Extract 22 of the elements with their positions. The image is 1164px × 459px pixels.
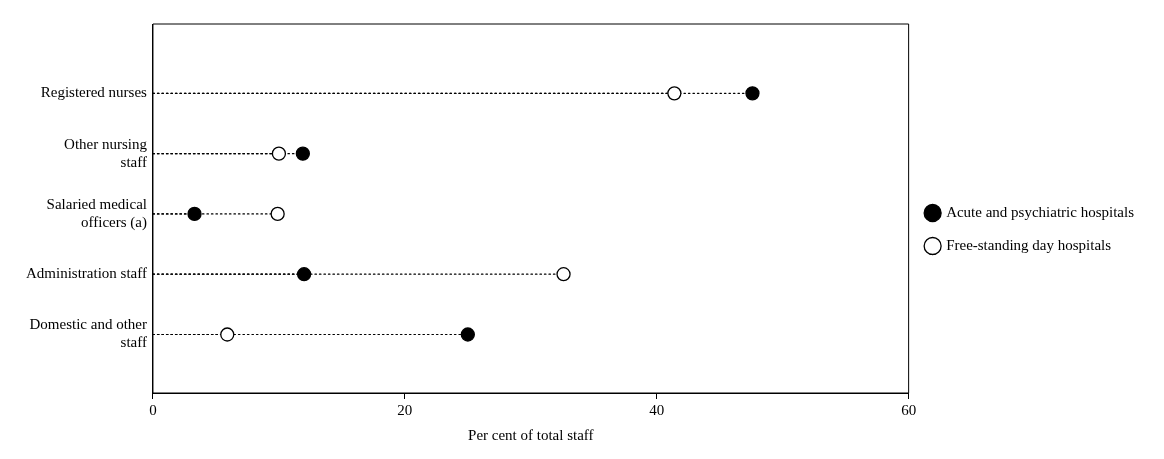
y-tick-label: Registered nurses <box>40 84 148 101</box>
point <box>745 86 760 101</box>
legend-label: Acute and psychiatric hospitals <box>946 203 1135 220</box>
x-tick-label: 40 <box>649 401 665 418</box>
point <box>220 327 235 342</box>
point <box>295 146 310 161</box>
x-tick-label: 20 <box>397 401 413 418</box>
x-tick-label: 0 <box>149 401 157 418</box>
y-tick-label: Administration staff <box>25 265 147 282</box>
x-tick-label: 60 <box>901 401 917 418</box>
point <box>460 327 475 342</box>
y-tick-label: Other nursing staff <box>64 135 148 170</box>
y-tick-label: Domestic and other staff <box>29 316 147 351</box>
x-axis-title: Per cent of total staff <box>468 426 594 443</box>
legend-label: Free-standing day hospitals <box>946 236 1112 253</box>
point <box>187 206 202 222</box>
y-tick-label: Salaried medical officers (a) <box>46 195 147 231</box>
point <box>271 146 287 161</box>
point <box>667 86 682 101</box>
point <box>556 267 571 282</box>
point <box>270 206 285 222</box>
point <box>296 267 312 282</box>
